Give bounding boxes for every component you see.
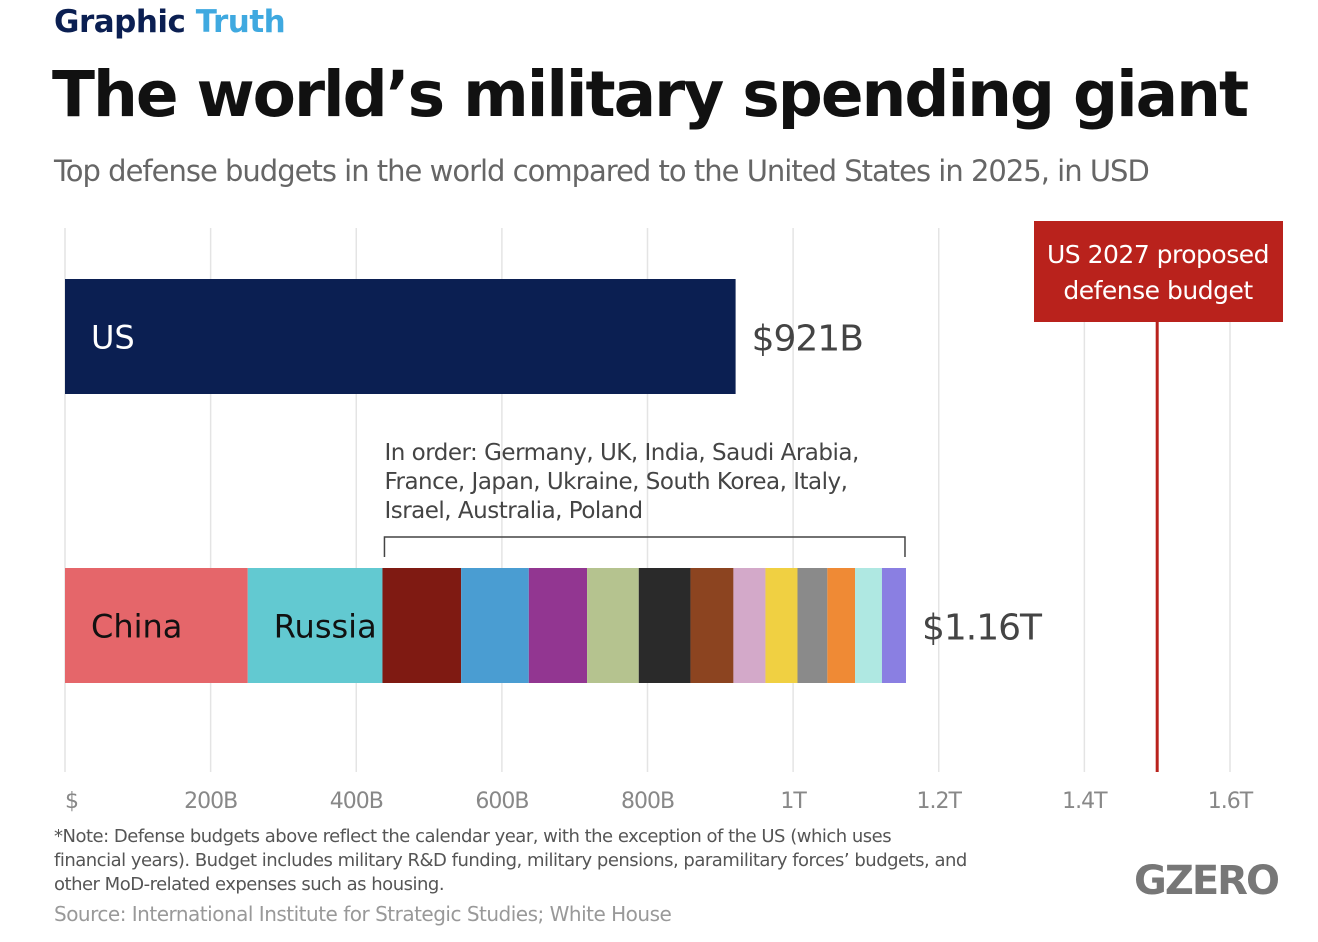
bar-segment-australia	[855, 568, 882, 683]
x-tick-label: 800B	[621, 789, 674, 814]
brand-logo: Graphic Truth	[54, 4, 286, 40]
x-tick-label: 1.4T	[1062, 789, 1108, 814]
bar-segment-us	[65, 279, 736, 394]
bar-total-label: $921B	[752, 319, 863, 360]
bracket	[383, 536, 906, 557]
reference-label-box	[1034, 221, 1283, 322]
brand-part1: Graphic	[54, 4, 186, 40]
x-tick-label: 400B	[330, 789, 383, 814]
bracket-annotation-line: Israel, Australia, Poland	[384, 498, 642, 524]
x-tick-label: 1T	[780, 789, 807, 814]
bar-segment-china	[65, 568, 248, 683]
bracket-annotation-line: France, Japan, Ukraine, South Korea, Ita…	[384, 469, 847, 495]
bar-segment-russia	[247, 568, 383, 683]
bar-segment-italy	[797, 568, 828, 683]
bar-segment-japan	[690, 568, 734, 683]
x-tick-label: 1.2T	[917, 789, 963, 814]
x-tick-label: 200B	[184, 789, 237, 814]
segment-label: US	[91, 319, 135, 357]
bar-segment-uk	[461, 568, 529, 683]
source-text: Source: International Institute for Stra…	[54, 902, 672, 926]
bar-total-label: $1.16T	[922, 608, 1043, 649]
note-line-3: other MoD-related expenses such as housi…	[54, 874, 445, 895]
note-line-1: *Note: Defense budgets above reflect the…	[54, 826, 892, 847]
segment-label: Russia	[274, 608, 377, 646]
chart-title: The world’s military spending giant	[52, 58, 1249, 131]
bar-segment-india	[528, 568, 588, 683]
note-line-2: financial years). Budget includes milita…	[54, 850, 967, 871]
bracket-annotation-line: In order: Germany, UK, India, Saudi Arab…	[384, 440, 858, 466]
bar-segment-germany	[382, 568, 462, 683]
chart-subtitle: Top defense budgets in the world compare…	[54, 154, 1150, 188]
x-tick-label: 1.6T	[1208, 789, 1254, 814]
gzero-logo: GZERO	[1134, 858, 1280, 904]
x-tick-label: $	[65, 789, 78, 814]
segment-label: China	[91, 608, 182, 646]
bar-segment-france	[638, 568, 691, 683]
bar-segment-poland	[881, 568, 906, 683]
x-tick-label: 600B	[475, 789, 528, 814]
bar-segment-ukraine	[733, 568, 766, 683]
bar-segment-saudi-arabia	[587, 568, 639, 683]
bar-segment-israel	[827, 568, 856, 683]
brand-part2: Truth	[195, 4, 286, 40]
chart-plot: $200B 400B 600B 800B 1T 1.2T 1.4T 1.6T US $921B Ch…	[64, 221, 1283, 814]
reference-label-line: defense budget	[1063, 276, 1253, 305]
reference-label-line: US 2027 proposed	[1047, 240, 1269, 269]
bar-segment-south-korea	[765, 568, 798, 683]
